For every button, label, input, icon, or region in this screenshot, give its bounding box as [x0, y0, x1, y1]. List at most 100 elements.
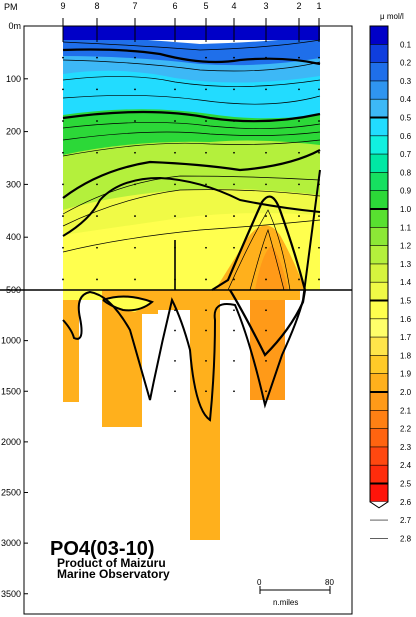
sample-dot [298, 88, 300, 91]
legend-label: 2.2 [400, 425, 412, 434]
sample-dot [318, 151, 320, 154]
sample-dot [298, 215, 300, 217]
station-label: 4 [231, 1, 236, 11]
plot-frame [23, 25, 353, 615]
sample-dot [62, 215, 64, 217]
contour-0-5-bold [62, 48, 321, 66]
legend-label: 1.6 [400, 315, 412, 324]
sample-dot [205, 183, 207, 186]
contour-deep-left [62, 169, 321, 422]
distance-scale-bar: 0 80 n.miles [257, 578, 334, 607]
sample-dot [233, 309, 235, 312]
depth-axis-ticks: 0m 100 200 300 400 500 1000 1500 2000 2500 3000 350… [1, 21, 28, 599]
legend-swatch [370, 483, 388, 503]
sample-dot [134, 246, 136, 249]
scale-min-label: 0 [257, 578, 262, 587]
y-tick-label: 400 [6, 232, 21, 242]
contour-1-5-bold [62, 149, 321, 199]
chart-title: PO4(03-10) [50, 538, 155, 560]
legend-swatch [370, 227, 388, 246]
sample-dot [318, 120, 320, 122]
sample-dot [233, 329, 235, 332]
contour-1-1 [62, 122, 321, 129]
sample-dot [233, 278, 235, 281]
sample-dot [62, 151, 64, 154]
legend-swatch [370, 373, 388, 393]
station-axis-ticks: 9 8 7 6 5 4 3 2 1 [60, 1, 322, 42]
legend-swatch [370, 465, 388, 484]
sample-dot [265, 246, 267, 249]
y-tick-label: 3000 [1, 538, 21, 548]
station-label: 3 [263, 1, 268, 11]
sample-dot [298, 120, 300, 122]
y-tick-label: 200 [6, 127, 21, 137]
y-tick-label: 100 [6, 74, 21, 84]
legend-label: 0.7 [400, 150, 412, 159]
legend-swatch [370, 337, 388, 356]
sample-dot [318, 88, 320, 91]
sample-dot [174, 246, 176, 249]
legend-swatch [370, 392, 388, 411]
sample-dot [298, 56, 300, 59]
sample-dot [174, 151, 176, 154]
legend-swatch [370, 172, 388, 191]
sample-dot [265, 215, 267, 217]
sample-dot [298, 151, 300, 154]
legend-swatch [370, 300, 388, 320]
legend-label: 1.9 [400, 370, 412, 379]
legend-label: 2.1 [400, 406, 412, 415]
legend-label: 0.5 [400, 114, 412, 123]
sample-dot [233, 215, 235, 217]
sample-dot [205, 88, 207, 91]
station-label: 8 [94, 1, 99, 11]
sample-dot [174, 183, 176, 186]
sample-dot [205, 56, 207, 59]
station-label: 7 [132, 1, 137, 11]
sample-dot [205, 359, 207, 362]
sample-dot [265, 278, 267, 281]
sample-dot [233, 246, 235, 249]
upper-deep-orange-core [255, 245, 288, 290]
sample-dot [205, 151, 207, 154]
sample-dot [174, 215, 176, 217]
sample-dot [174, 329, 176, 332]
sample-dot [205, 329, 207, 332]
legend-label: 2.5 [400, 480, 412, 489]
sample-dot [96, 88, 98, 91]
sample-dot [233, 151, 235, 154]
band-yellow-mid [63, 184, 320, 235]
sample-dot [62, 120, 64, 122]
contour-0-6 [62, 59, 321, 72]
legend-swatch [370, 263, 388, 283]
sample-dot [318, 56, 320, 59]
sample-dots [62, 56, 320, 393]
legend-label: 0.2 [400, 59, 412, 68]
legend-swatch [370, 410, 388, 429]
sample-dot [265, 120, 267, 122]
band-lightgreen [63, 137, 320, 210]
legend-swatch [370, 99, 388, 118]
legend-label: 1.3 [400, 260, 412, 269]
sample-dot [174, 309, 176, 312]
credit-line-1: Product of Maizuru [57, 556, 166, 570]
sample-dot [96, 56, 98, 59]
x-axis-label: PM [4, 2, 18, 12]
station-label: 1 [316, 1, 321, 11]
legend-swatch [370, 355, 388, 374]
sample-dot [62, 246, 64, 249]
sample-dot [62, 56, 64, 59]
legend-label: 1.4 [400, 278, 412, 287]
y-tick-label: 2500 [1, 488, 21, 498]
sample-dot [134, 88, 136, 91]
contour-1-3 [62, 139, 321, 157]
band-sky [63, 52, 320, 83]
lower-orange-col2 [102, 290, 142, 427]
contour-1-7 [62, 189, 321, 227]
sample-dot [96, 183, 98, 186]
sample-dot [174, 88, 176, 91]
credit-line-2: Marine Observatory [57, 567, 170, 581]
legend-swatch [370, 428, 388, 448]
sample-dot [96, 246, 98, 249]
sample-dot [96, 120, 98, 122]
